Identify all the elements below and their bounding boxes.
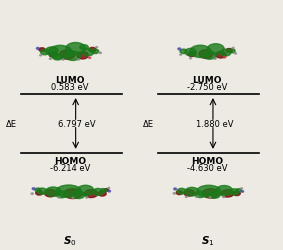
Ellipse shape [190, 58, 192, 59]
Ellipse shape [77, 186, 94, 196]
Ellipse shape [176, 191, 183, 195]
Text: -4.630 eV: -4.630 eV [187, 164, 228, 172]
Ellipse shape [196, 196, 198, 198]
Ellipse shape [78, 60, 80, 61]
Text: LUMO: LUMO [193, 75, 222, 84]
Ellipse shape [203, 52, 216, 60]
Ellipse shape [99, 53, 101, 54]
Ellipse shape [86, 197, 88, 198]
Ellipse shape [209, 197, 211, 198]
Ellipse shape [216, 186, 232, 196]
Ellipse shape [104, 189, 109, 192]
Ellipse shape [226, 49, 232, 53]
Text: HOMO: HOMO [191, 156, 223, 165]
Ellipse shape [96, 47, 98, 48]
Ellipse shape [89, 48, 96, 52]
Ellipse shape [84, 190, 98, 198]
Text: 6.797 eV: 6.797 eV [58, 120, 96, 128]
Ellipse shape [199, 50, 213, 59]
Ellipse shape [65, 52, 81, 61]
Ellipse shape [89, 58, 91, 59]
Ellipse shape [188, 52, 196, 57]
Ellipse shape [185, 188, 199, 196]
Ellipse shape [185, 49, 196, 56]
Ellipse shape [215, 52, 226, 59]
Ellipse shape [56, 185, 81, 198]
Ellipse shape [37, 188, 47, 194]
Ellipse shape [236, 189, 241, 192]
Text: 1.880 eV: 1.880 eV [196, 120, 233, 128]
Ellipse shape [197, 186, 221, 197]
Ellipse shape [66, 43, 85, 55]
Ellipse shape [202, 189, 219, 198]
Ellipse shape [233, 192, 240, 196]
Ellipse shape [229, 189, 239, 195]
Text: ΔE: ΔE [6, 120, 17, 128]
Ellipse shape [62, 60, 64, 61]
Ellipse shape [35, 188, 41, 192]
Ellipse shape [224, 57, 226, 59]
Ellipse shape [207, 44, 224, 55]
Ellipse shape [41, 50, 49, 56]
Text: HOMO: HOMO [54, 156, 86, 165]
Ellipse shape [173, 193, 175, 194]
Ellipse shape [214, 59, 216, 60]
Ellipse shape [108, 190, 111, 192]
Ellipse shape [58, 197, 60, 198]
Ellipse shape [180, 55, 182, 56]
Ellipse shape [48, 46, 72, 60]
Ellipse shape [80, 46, 88, 51]
Ellipse shape [184, 190, 194, 196]
Ellipse shape [72, 192, 85, 199]
Ellipse shape [32, 188, 35, 190]
Ellipse shape [195, 192, 206, 198]
Ellipse shape [180, 50, 187, 54]
Text: LUMO: LUMO [55, 75, 85, 84]
Ellipse shape [234, 53, 237, 55]
Ellipse shape [39, 48, 45, 52]
Ellipse shape [209, 192, 220, 198]
Ellipse shape [177, 188, 186, 194]
Ellipse shape [178, 49, 181, 51]
Ellipse shape [221, 190, 234, 197]
Ellipse shape [46, 48, 58, 56]
Ellipse shape [40, 56, 42, 57]
Ellipse shape [92, 50, 99, 54]
Ellipse shape [232, 48, 234, 49]
Ellipse shape [64, 189, 82, 199]
Ellipse shape [49, 59, 52, 60]
Ellipse shape [59, 51, 75, 60]
Ellipse shape [185, 196, 187, 198]
Ellipse shape [44, 190, 56, 197]
Ellipse shape [220, 50, 231, 57]
Text: -6.214 eV: -6.214 eV [50, 164, 90, 172]
Ellipse shape [174, 188, 177, 190]
Ellipse shape [77, 52, 88, 60]
Ellipse shape [31, 193, 33, 194]
Ellipse shape [56, 191, 68, 198]
Ellipse shape [190, 46, 211, 58]
Text: S$_1$: S$_1$ [201, 234, 214, 247]
Ellipse shape [46, 187, 61, 196]
Ellipse shape [222, 196, 225, 198]
Ellipse shape [83, 49, 94, 56]
Ellipse shape [72, 198, 74, 199]
Ellipse shape [108, 188, 110, 189]
Ellipse shape [229, 50, 235, 54]
Ellipse shape [36, 191, 43, 195]
Text: S$_0$: S$_0$ [63, 234, 77, 247]
Ellipse shape [241, 191, 244, 192]
Ellipse shape [49, 52, 57, 58]
Ellipse shape [98, 192, 106, 196]
Ellipse shape [37, 48, 39, 50]
Ellipse shape [93, 189, 103, 196]
Ellipse shape [53, 55, 62, 61]
Text: -2.750 eV: -2.750 eV [187, 83, 228, 92]
Text: 0.583 eV: 0.583 eV [51, 83, 89, 92]
Ellipse shape [100, 189, 107, 192]
Ellipse shape [241, 188, 243, 189]
Text: ΔE: ΔE [143, 120, 154, 128]
